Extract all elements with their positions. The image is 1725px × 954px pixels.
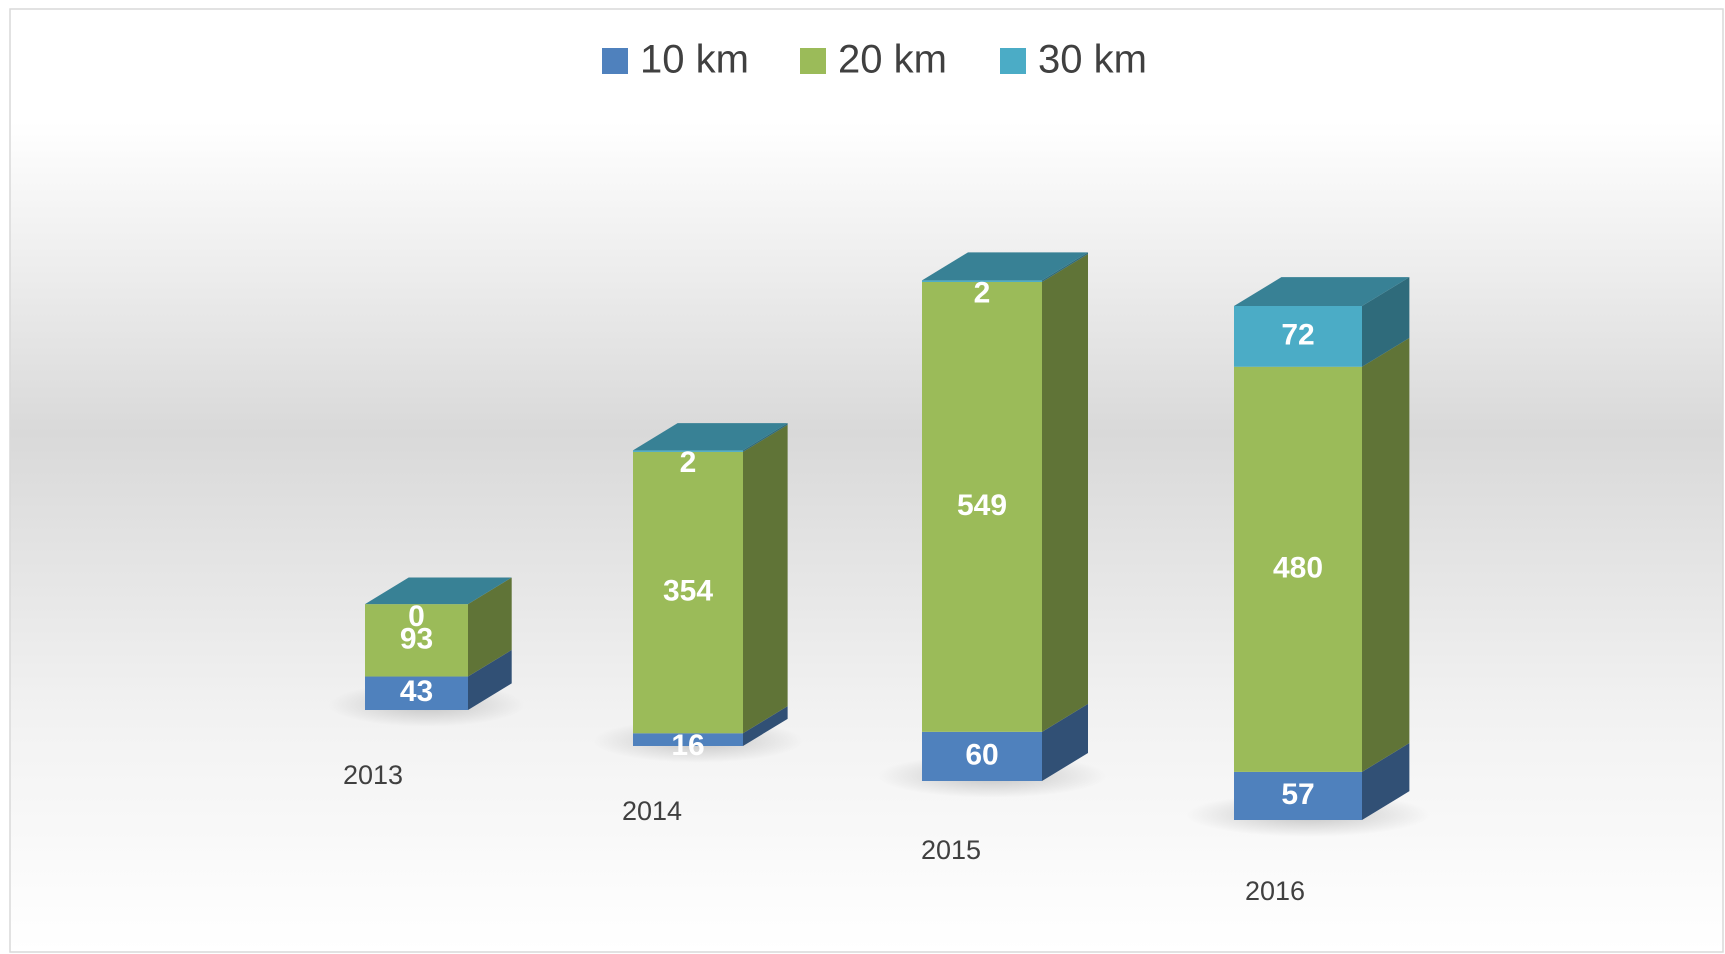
- bar-side: [468, 649, 512, 710]
- bar-top: [922, 252, 1088, 281]
- legend: 10 km 20 km 30 km: [602, 38, 1147, 82]
- bar-segment: [922, 253, 1088, 732]
- bar-segment: [365, 577, 512, 605]
- legend-label: 20 km: [838, 38, 947, 82]
- x-tick-label: 2014: [622, 796, 682, 826]
- bar-side: [743, 706, 788, 746]
- bar-segment: [922, 252, 1088, 282]
- legend-swatch: [602, 48, 628, 74]
- legend-label: 10 km: [640, 38, 749, 82]
- bar-front: [633, 450, 743, 452]
- data-label: 0: [408, 600, 425, 633]
- bar-side: [1042, 253, 1088, 732]
- bar-front: [633, 451, 743, 734]
- bar-side: [743, 423, 788, 452]
- bar-top: [633, 423, 788, 451]
- data-label: 2: [680, 446, 697, 479]
- bar-segment: [1234, 277, 1410, 367]
- bar-segment: [1234, 743, 1410, 820]
- bar-front: [1234, 306, 1362, 367]
- x-tick-label: 2013: [343, 760, 403, 790]
- data-label: 57: [1281, 778, 1314, 811]
- bar-side: [1362, 277, 1410, 367]
- data-label: 43: [400, 675, 433, 708]
- data-label: 2: [974, 276, 991, 309]
- data-label: 549: [957, 489, 1007, 522]
- bar-segment: [633, 424, 788, 734]
- bar-segment: [365, 649, 512, 710]
- data-label: 93: [400, 622, 433, 655]
- bar-side: [743, 424, 788, 734]
- bar-front: [1234, 771, 1362, 820]
- bar-side: [1362, 337, 1410, 772]
- bar-side: [1362, 743, 1410, 820]
- bar-segment: [1234, 337, 1410, 772]
- bar-front: [365, 604, 468, 677]
- bar-top: [1234, 277, 1410, 306]
- legend-swatch: [800, 48, 826, 74]
- bar-front: [1234, 366, 1362, 772]
- bar-segment: [365, 577, 512, 677]
- bar-segment: [922, 703, 1088, 781]
- bar-front: [922, 731, 1042, 781]
- data-label: 354: [663, 575, 713, 608]
- data-label: 480: [1273, 551, 1323, 584]
- data-label: 16: [671, 729, 704, 762]
- bar-side: [1042, 252, 1088, 282]
- bar-top: [365, 577, 512, 605]
- chart-area: [9, 8, 1724, 953]
- bar-front: [922, 281, 1042, 732]
- legend-swatch: [1000, 48, 1026, 74]
- data-label: 60: [965, 738, 998, 771]
- bar-segment: [633, 706, 788, 746]
- bar-side: [1042, 703, 1088, 781]
- x-tick-label: 2015: [921, 835, 981, 865]
- legend-label: 30 km: [1038, 38, 1147, 82]
- x-tick-label: 2016: [1245, 876, 1305, 906]
- bar-segment: [633, 423, 788, 452]
- bar-front: [365, 676, 468, 710]
- data-label: 72: [1281, 318, 1314, 351]
- bar-front: [922, 280, 1042, 282]
- bar-side: [468, 577, 512, 677]
- plot: 2013 2014 2015 43 930 16 354 2 60 549 2 57 480 72 2016: [328, 252, 1430, 906]
- bar-front: [633, 733, 743, 746]
